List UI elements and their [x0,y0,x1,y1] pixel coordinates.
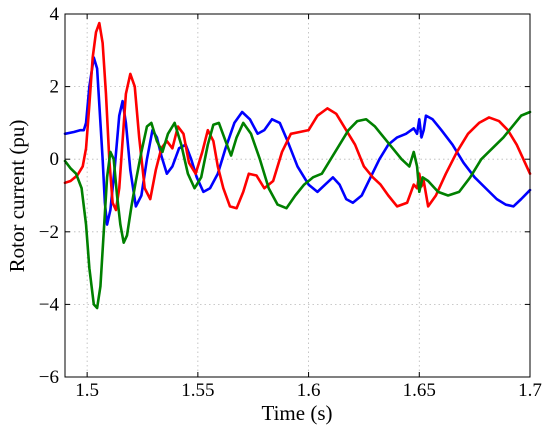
x-tick-label: 1.6 [297,380,321,401]
x-tick-label: 1.5 [75,380,99,401]
tick-layer: 1.5 1.55 1.6 1.65 1.7 −6 −4 −2 0 2 4 [39,4,542,401]
series-line-2 [63,21,532,212]
y-axis-label: Rotor current (pu) [5,120,29,273]
x-tick-label: 1.65 [403,380,436,401]
x-tick-label: 1.7 [518,380,542,401]
series-line-3 [63,110,532,310]
y-tick-label: 4 [50,4,60,25]
series-layer [63,21,532,310]
y-tick-label: −2 [39,222,59,243]
y-tick-label: 0 [50,149,60,170]
x-tick-label: 1.55 [181,380,214,401]
series-line-1 [63,56,532,226]
y-tick-label: −6 [39,367,59,388]
y-tick-label: 2 [50,77,60,98]
y-tick-label: −4 [39,294,60,315]
x-axis-label: Time (s) [262,401,333,425]
plot-frame [64,13,531,378]
